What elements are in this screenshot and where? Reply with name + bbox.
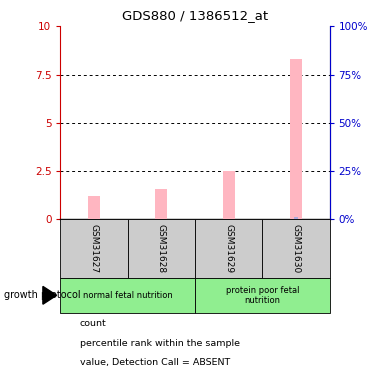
Polygon shape (43, 286, 57, 304)
Bar (60, 219, 128, 278)
Bar (262, 219, 330, 278)
Bar (223, 171, 235, 219)
Bar (128, 219, 195, 278)
Text: GSM31629: GSM31629 (224, 224, 233, 273)
Text: value, Detection Call = ABSENT: value, Detection Call = ABSENT (80, 358, 230, 367)
Text: GSM31630: GSM31630 (291, 224, 300, 273)
Text: protein poor fetal
nutrition: protein poor fetal nutrition (225, 286, 299, 305)
Text: GDS880 / 1386512_at: GDS880 / 1386512_at (122, 9, 268, 22)
Bar (294, 217, 298, 219)
Bar (60, 278, 195, 313)
Bar (155, 189, 167, 219)
Text: normal fetal nutrition: normal fetal nutrition (83, 291, 173, 300)
Bar (195, 219, 262, 278)
Bar (88, 196, 100, 219)
Text: growth protocol: growth protocol (4, 290, 80, 300)
Bar (195, 278, 330, 313)
Text: GSM31628: GSM31628 (157, 224, 166, 273)
Text: percentile rank within the sample: percentile rank within the sample (80, 339, 240, 348)
Bar (290, 59, 302, 219)
Text: count: count (80, 319, 107, 328)
Text: GSM31627: GSM31627 (90, 224, 99, 273)
